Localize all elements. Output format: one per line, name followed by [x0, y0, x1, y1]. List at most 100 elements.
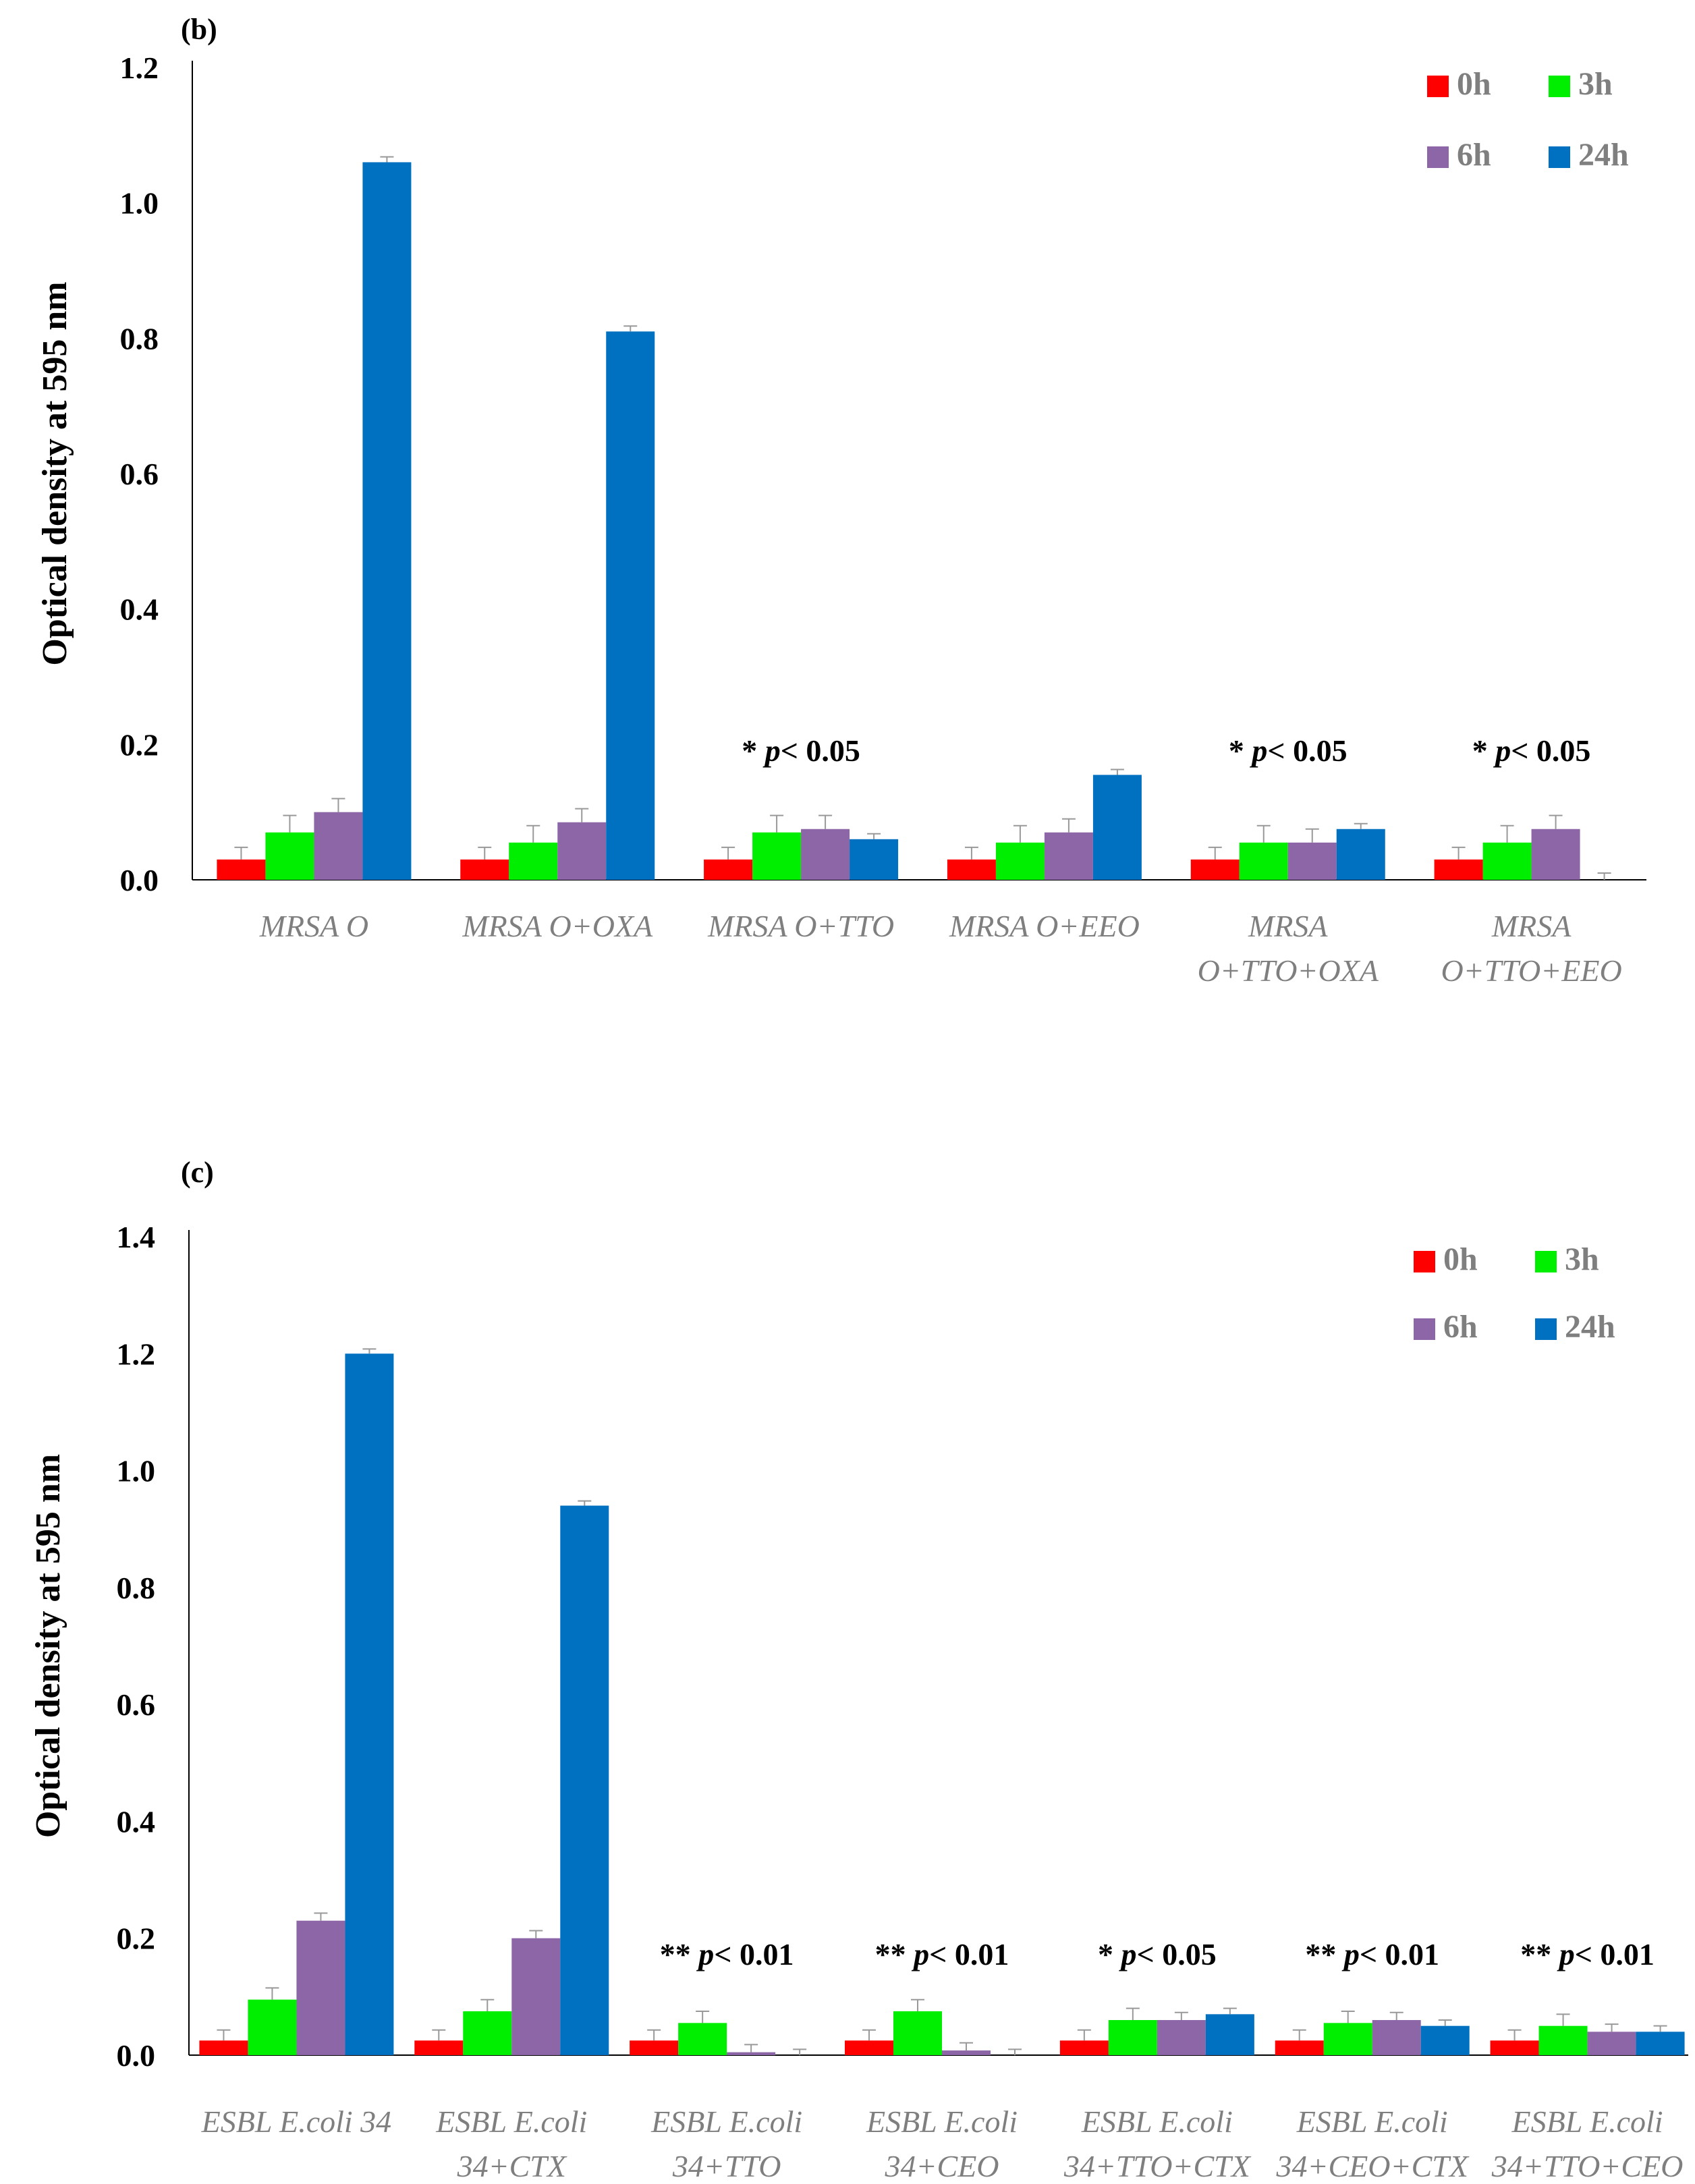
x-category-line: ESBL E.coli	[866, 2104, 1018, 2139]
error-bar-c-3h-5	[1341, 2011, 1355, 2023]
error-bar-c-0h-3	[862, 2029, 876, 2041]
bar-b-6h-1	[557, 822, 607, 880]
legend-label: 3h	[1578, 66, 1613, 102]
error-bar-b-0h-2	[721, 846, 735, 860]
error-bar-c-6h-4	[1174, 2011, 1188, 2021]
x-category-label: MRSA O	[259, 909, 368, 943]
error-bar-b-3h-4	[1256, 824, 1271, 843]
x-category-line: MRSA	[1248, 909, 1328, 943]
bar-c-3h-4	[1108, 2020, 1157, 2055]
bar-c-0h-6	[1490, 2040, 1539, 2055]
error-bar-c-0h-2	[647, 2029, 661, 2041]
x-category-line: MRSA O+EEO	[949, 909, 1140, 943]
error-bar-b-3h-2	[770, 814, 784, 833]
error-bar-c-0h-4	[1077, 2029, 1091, 2041]
error-bar-c-3h-2	[696, 2011, 710, 2023]
x-category-line: MRSA O+TTO	[707, 909, 894, 943]
y-tick-label: 0.0	[117, 2038, 156, 2073]
y-tick-label: 1.4	[117, 1220, 156, 1254]
bar-c-6h-1	[511, 1938, 561, 2055]
bar-c-3h-0	[248, 1999, 297, 2055]
error-bar-b-24h-5	[1597, 872, 1611, 880]
error-bar-c-24h-2	[793, 2048, 807, 2055]
legend-item-3h: 3h	[1549, 66, 1613, 102]
error-bar-b-3h-0	[283, 814, 297, 833]
bar-b-3h-2	[752, 832, 802, 880]
error-bar-c-24h-3	[1008, 2048, 1022, 2055]
panel-label-b: (b)	[181, 13, 217, 46]
legend-swatch	[1427, 146, 1449, 168]
x-category-line: 34+CTX	[457, 2149, 567, 2183]
legend-swatch	[1549, 146, 1570, 168]
bar-b-0h-1	[460, 859, 509, 880]
bar-c-6h-0	[296, 1920, 345, 2055]
significance-annotation: ** p< 0.01	[660, 1937, 794, 1971]
panel-label-c: (c)	[181, 1156, 214, 1189]
y-tick-label: 0.6	[120, 457, 159, 491]
x-category-line: ESBL E.coli 34	[201, 2104, 392, 2139]
bar-c-24h-4	[1205, 2014, 1254, 2055]
legend-item-24h: 24h	[1549, 137, 1629, 173]
bar-b-24h-4	[1336, 829, 1385, 880]
error-bar-c-6h-3	[960, 2042, 973, 2051]
bar-b-3h-0	[265, 832, 314, 880]
bar-b-0h-4	[1190, 859, 1240, 880]
bar-c-6h-6	[1587, 2032, 1636, 2055]
bar-b-6h-0	[314, 812, 363, 880]
error-bar-c-3h-1	[480, 1998, 495, 2012]
bar-b-6h-5	[1531, 829, 1580, 880]
error-bar-c-24h-5	[1438, 2019, 1452, 2026]
error-bar-b-6h-3	[1061, 818, 1076, 833]
error-bar-b-6h-2	[818, 814, 833, 829]
legend-label: 3h	[1565, 1241, 1599, 1277]
bar-c-24h-5	[1420, 2025, 1470, 2055]
x-category-line: ESBL E.coli	[1296, 2104, 1448, 2139]
bar-c-3h-5	[1323, 2023, 1372, 2055]
bar-b-3h-4	[1239, 842, 1288, 880]
error-bar-b-0h-1	[478, 846, 492, 860]
x-category-line: 34+TTO+CEO	[1491, 2149, 1684, 2183]
x-category-line: O+TTO+EEO	[1441, 953, 1621, 988]
legend-item-3h: 3h	[1535, 1241, 1599, 1277]
error-bar-b-6h-0	[331, 797, 345, 812]
legend-swatch	[1549, 76, 1570, 97]
x-category-label: ESBL E.coli 34+CEO+CTX	[1275, 2104, 1469, 2183]
error-bar-c-6h-5	[1389, 2011, 1404, 2021]
bar-c-24h-0	[345, 1353, 394, 2055]
bar-b-6h-3	[1044, 832, 1093, 880]
error-bar-c-24h-1	[578, 1500, 592, 1506]
x-category-line: MRSA O	[259, 909, 368, 943]
significance-annotation: * p< 0.05	[1098, 1937, 1217, 1971]
bar-b-3h-1	[509, 842, 558, 880]
x-category-label: ESBL E.coli 34	[201, 2104, 392, 2139]
bar-b-24h-2	[850, 839, 899, 880]
y-tick-label: 0.2	[117, 1922, 156, 1956]
x-category-line: ESBL E.coli	[650, 2104, 802, 2139]
error-bar-b-24h-1	[623, 325, 638, 332]
y-tick-label: 1.2	[120, 51, 159, 85]
significance-annotation: ** p< 0.01	[1520, 1937, 1655, 1971]
error-bar-c-0h-6	[1507, 2029, 1522, 2041]
bar-c-6h-3	[942, 2050, 991, 2055]
error-bar-b-3h-5	[1500, 824, 1514, 843]
error-bar-c-24h-0	[362, 1348, 377, 1354]
bar-b-0h-5	[1434, 859, 1483, 880]
legend-swatch	[1427, 76, 1449, 97]
legend-item-0h: 0h	[1427, 66, 1491, 102]
error-bar-b-6h-1	[575, 808, 589, 822]
significance-annotation: * p< 0.05	[742, 733, 860, 768]
error-bar-c-6h-6	[1605, 2023, 1619, 2032]
error-bar-b-0h-0	[234, 846, 248, 860]
legend-label: 24h	[1578, 137, 1629, 173]
error-bar-c-0h-1	[432, 2029, 446, 2041]
bar-b-24h-0	[362, 162, 412, 880]
error-bar-b-6h-4	[1305, 828, 1319, 843]
y-tick-label: 1.2	[117, 1337, 156, 1371]
bar-b-6h-4	[1287, 842, 1337, 880]
bar-c-24h-1	[560, 1505, 609, 2055]
bar-b-24h-1	[606, 331, 655, 880]
error-bar-b-0h-5	[1451, 846, 1466, 860]
bar-c-6h-2	[727, 2052, 776, 2055]
error-bar-c-24h-6	[1653, 2025, 1667, 2032]
legend-item-6h: 6h	[1427, 137, 1491, 173]
